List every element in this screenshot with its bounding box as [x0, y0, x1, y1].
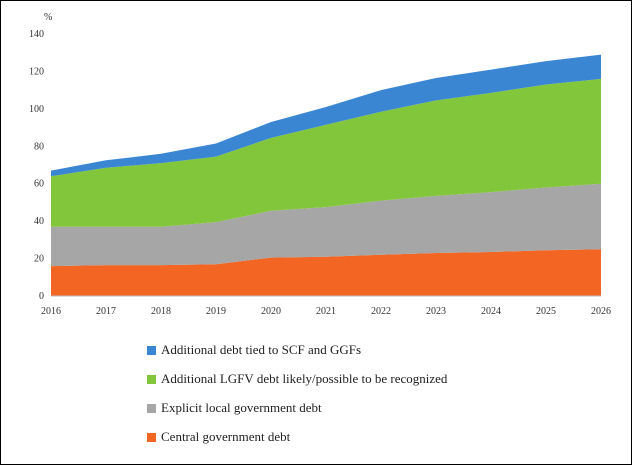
x-tick-label: 2025 — [536, 306, 556, 317]
y-tick-label: 80 — [34, 141, 44, 152]
y-tick-label: 20 — [34, 254, 44, 265]
y-tick-label: 120 — [29, 66, 44, 77]
x-tick-label: 2018 — [151, 306, 171, 317]
area-series-0 — [51, 249, 601, 296]
legend-swatch-central-gov — [147, 433, 156, 442]
legend-label-scf-ggf: Additional debt tied to SCF and GGFs — [161, 342, 362, 357]
legend-label-local-gov: Explicit local government debt — [161, 400, 322, 415]
x-tick-label: 2023 — [426, 306, 446, 317]
x-tick-label: 2026 — [591, 306, 611, 317]
x-tick-label: 2022 — [371, 306, 391, 317]
y-tick-label: 40 — [34, 216, 44, 227]
area-series-2 — [51, 78, 601, 227]
x-tick-label: 2019 — [206, 306, 226, 317]
legend-swatch-scf-ggf — [147, 346, 156, 355]
legend-swatch-lgfv — [147, 375, 156, 384]
y-tick-label: 140 — [29, 29, 44, 40]
legend-label-lgfv: Additional LGFV debt likely/possible to … — [161, 371, 448, 386]
x-tick-label: 2024 — [481, 306, 501, 317]
y-tick-label: 60 — [34, 179, 44, 190]
y-unit-label: % — [44, 12, 52, 23]
y-tick-label: 100 — [29, 104, 44, 115]
area-series-3 — [51, 54, 601, 177]
y-tick-label: 0 — [39, 291, 44, 302]
legend-swatch-local-gov — [147, 404, 156, 413]
stacked-area-chart: % 2016 2017 2018 2019 2020 2021 2022 2023 2024 20… — [29, 12, 611, 317]
x-tick-label: 2020 — [261, 306, 281, 317]
area-series-1 — [51, 183, 601, 267]
x-tick-label: 2021 — [316, 306, 336, 317]
x-tick-label: 2016 — [41, 306, 61, 317]
legend-label-central-gov: Central government debt — [161, 429, 291, 444]
x-tick-label: 2017 — [96, 306, 116, 317]
